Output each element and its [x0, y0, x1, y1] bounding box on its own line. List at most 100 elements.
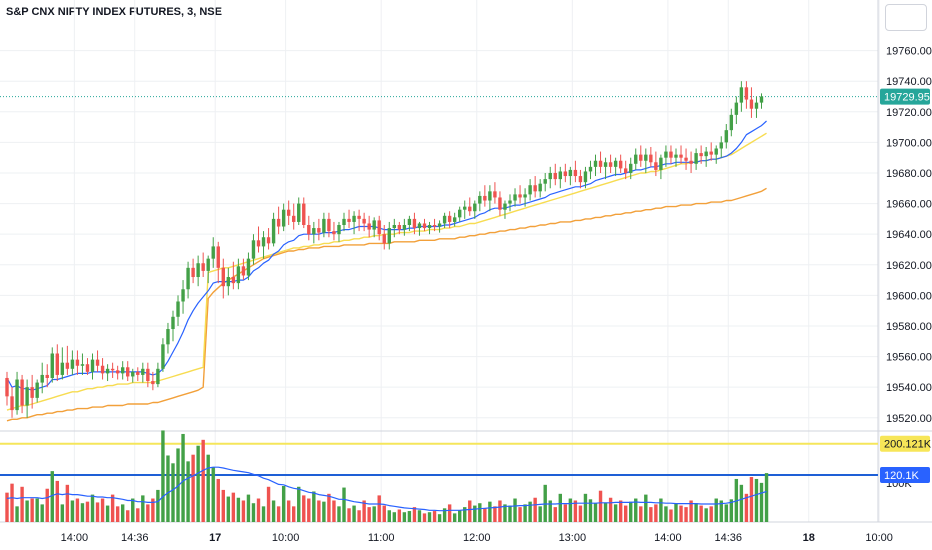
price-tick-label: 19680.00	[886, 168, 932, 180]
volume-bar	[422, 513, 427, 522]
volume-bar	[141, 495, 145, 522]
volume-bar	[110, 494, 115, 522]
candle-body	[729, 114, 734, 131]
candle-body	[80, 364, 85, 366]
volume-bar	[136, 508, 140, 522]
volume-bar	[30, 498, 34, 522]
volume-bar	[246, 494, 251, 522]
volume-bar	[216, 478, 220, 522]
candle-body	[276, 218, 281, 227]
volume-bar	[151, 498, 155, 522]
candle-body	[161, 344, 165, 369]
candle-body	[332, 231, 336, 235]
price-scale-corner-button[interactable]	[885, 4, 927, 31]
candle-body	[292, 215, 296, 222]
volume-bar	[251, 503, 256, 522]
volume-bar	[131, 498, 135, 522]
volume-bar	[166, 455, 170, 522]
candle-body	[659, 157, 663, 170]
volume-bar	[674, 503, 678, 522]
volume-bar	[528, 501, 532, 522]
volume-bar	[493, 506, 497, 522]
candle-body	[55, 353, 59, 375]
volume-bar	[432, 511, 437, 522]
candle-body	[302, 203, 306, 225]
volume-bar	[45, 488, 49, 522]
candle-body	[623, 168, 628, 173]
volume-ma-line	[6, 466, 767, 512]
volume-bar	[754, 478, 759, 522]
volume-bar	[548, 500, 552, 522]
candle-body	[337, 225, 341, 235]
volume-bar	[226, 496, 231, 522]
volume-bar	[392, 512, 397, 522]
candle-body	[372, 220, 376, 230]
candle-body	[50, 353, 54, 378]
candle-body	[221, 267, 225, 287]
volume-bar	[105, 505, 110, 522]
candle-body	[347, 218, 351, 222]
volume-bar	[276, 506, 281, 522]
candle-body	[352, 215, 356, 222]
volume-bar	[749, 477, 754, 522]
volume-bar	[297, 486, 301, 522]
volume-bar	[241, 500, 246, 522]
candle-body	[281, 209, 286, 227]
candle-body	[256, 240, 261, 247]
volume-bar	[186, 461, 190, 522]
volume-bar	[10, 483, 14, 522]
volume-bar	[55, 480, 59, 522]
candle-body	[251, 240, 256, 259]
candle-body	[236, 266, 241, 284]
volume-bar	[523, 504, 527, 522]
volume-bar	[488, 501, 492, 522]
candle-body	[679, 154, 683, 158]
volume-bar	[126, 510, 130, 522]
candle-body	[65, 362, 70, 369]
time-tick-label: 14:00	[654, 532, 682, 544]
axis-tags: 19729.95 200.121K 120.1K	[880, 88, 932, 484]
candle-body	[402, 225, 407, 230]
volume-bar	[518, 507, 522, 522]
candle-body	[312, 228, 316, 235]
volume-bar	[95, 502, 100, 522]
volume-bar	[286, 500, 291, 522]
volume-bar	[644, 494, 648, 522]
volume-bar	[281, 486, 286, 522]
volume-bar	[578, 505, 583, 522]
volume-bar	[634, 498, 638, 522]
candle-body	[518, 194, 522, 198]
candle-body	[618, 160, 623, 169]
volume-bar	[639, 506, 643, 522]
volume-bar	[402, 512, 407, 522]
candle-body	[442, 215, 447, 224]
volume-bar	[271, 500, 276, 522]
volume-bar	[463, 507, 467, 522]
volume-bar	[206, 454, 210, 522]
candle-body	[563, 171, 568, 177]
volume-bar	[211, 467, 215, 522]
candle-body	[181, 289, 185, 302]
candle-body	[724, 130, 728, 143]
volume-bar	[533, 497, 537, 522]
candle-body	[734, 102, 739, 115]
volume-bar	[236, 497, 241, 522]
time-tick-label: 14:36	[121, 532, 149, 544]
candle-body	[608, 162, 613, 167]
volume-bar	[367, 507, 371, 522]
candle-body	[488, 191, 492, 201]
volume-bar	[90, 494, 95, 522]
volume-bar	[608, 497, 613, 522]
volume-bar	[664, 506, 668, 522]
candle-body	[231, 277, 236, 284]
volume-bar	[146, 504, 150, 522]
volume-bar	[302, 495, 306, 522]
candle-body	[131, 371, 135, 377]
candle-body	[392, 225, 397, 229]
candle-body	[85, 364, 90, 372]
volume-bar	[623, 505, 628, 522]
candle-body	[95, 359, 100, 366]
volume-bar	[362, 500, 366, 522]
volume-bar	[598, 490, 603, 522]
